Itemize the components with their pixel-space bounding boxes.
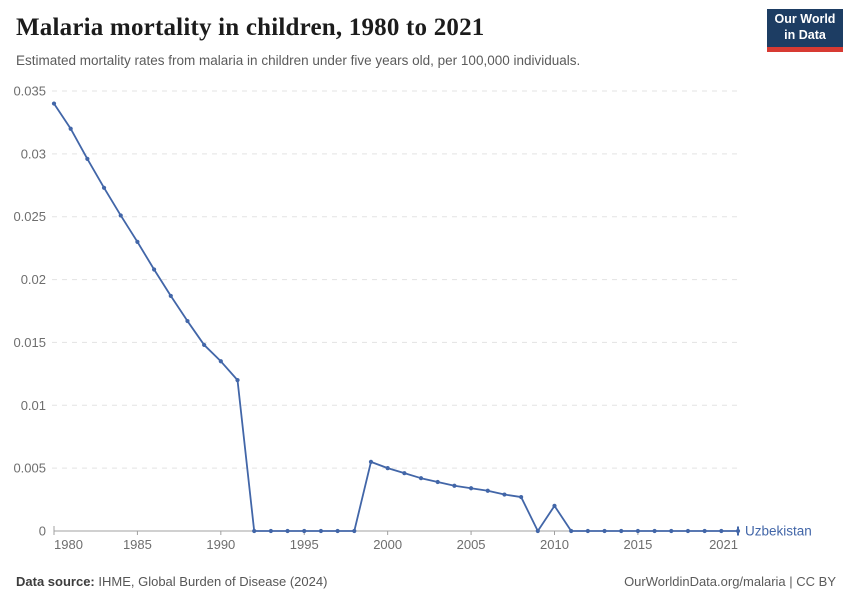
data-point[interactable] xyxy=(569,528,574,534)
owid-logo-line2: in Data xyxy=(784,28,826,42)
data-point[interactable] xyxy=(385,466,390,471)
y-tick-label: 0.01 xyxy=(21,398,46,413)
data-point[interactable] xyxy=(51,101,57,106)
chart-footer: Data source: IHME, Global Burden of Dise… xyxy=(16,574,836,589)
x-tick-label: 1985 xyxy=(123,537,152,552)
y-tick-label: 0.035 xyxy=(13,84,46,99)
x-tick-label: 1990 xyxy=(206,537,235,552)
data-point[interactable] xyxy=(552,503,557,508)
data-point[interactable] xyxy=(151,267,157,272)
data-point[interactable] xyxy=(335,528,340,534)
x-tick-label: 2021 xyxy=(709,537,738,552)
data-point[interactable] xyxy=(318,528,324,534)
data-point[interactable] xyxy=(268,528,273,534)
data-point[interactable] xyxy=(535,528,540,534)
y-tick-label: 0 xyxy=(39,524,46,539)
y-tick-label: 0.015 xyxy=(13,335,46,350)
y-tick-label: 0.025 xyxy=(13,209,46,224)
data-point[interactable] xyxy=(502,492,507,497)
series-label-uzbekistan[interactable]: Uzbekistan xyxy=(745,524,812,539)
data-point[interactable] xyxy=(85,156,90,161)
data-point[interactable] xyxy=(252,528,257,534)
data-point[interactable] xyxy=(635,528,641,534)
data-point[interactable] xyxy=(652,528,657,534)
x-tick-label: 2015 xyxy=(623,537,652,552)
data-point[interactable] xyxy=(352,528,357,534)
data-point[interactable] xyxy=(218,359,223,364)
data-point[interactable] xyxy=(719,528,724,534)
data-point[interactable] xyxy=(669,528,674,534)
data-point[interactable] xyxy=(452,483,457,488)
data-point[interactable] xyxy=(402,471,407,476)
x-tick-label: 1980 xyxy=(54,537,83,552)
x-tick-label: 2010 xyxy=(540,537,569,552)
page-title: Malaria mortality in children, 1980 to 2… xyxy=(16,14,485,41)
data-source-label: Data source: xyxy=(16,574,95,589)
data-point[interactable] xyxy=(435,479,440,485)
data-point[interactable] xyxy=(185,318,190,324)
data-point[interactable] xyxy=(168,293,173,299)
owid-logo-line1: Our World xyxy=(774,12,836,27)
data-point[interactable] xyxy=(285,528,290,534)
data-point[interactable] xyxy=(135,239,140,244)
data-point[interactable] xyxy=(468,486,474,491)
data-point[interactable] xyxy=(485,488,490,493)
y-tick-label: 0.005 xyxy=(13,461,46,476)
data-point[interactable] xyxy=(235,378,240,383)
data-point[interactable] xyxy=(685,528,691,534)
data-point[interactable] xyxy=(368,459,374,464)
uzbekistan-line[interactable] xyxy=(53,103,738,532)
data-point[interactable] xyxy=(519,494,524,500)
data-point[interactable] xyxy=(619,528,624,534)
credit-link[interactable]: OurWorldinData.org/malaria | CC BY xyxy=(624,574,836,589)
chart-subtitle: Estimated mortality rates from malaria i… xyxy=(16,53,581,68)
data-point[interactable] xyxy=(602,528,607,534)
x-tick-label: 2000 xyxy=(373,537,402,552)
data-point[interactable] xyxy=(202,342,207,348)
y-tick-label: 0.03 xyxy=(21,146,46,161)
owid-logo[interactable]: Our World in Data xyxy=(767,9,843,52)
data-point[interactable] xyxy=(585,528,590,534)
data-point[interactable] xyxy=(101,185,107,190)
data-point[interactable] xyxy=(302,528,307,534)
data-point[interactable] xyxy=(418,476,424,481)
data-point[interactable] xyxy=(702,528,707,534)
data-point[interactable] xyxy=(118,213,123,218)
data-source: Data source: IHME, Global Burden of Dise… xyxy=(16,574,327,589)
x-tick-label: 1995 xyxy=(290,537,319,552)
data-source-text: IHME, Global Burden of Disease (2024) xyxy=(94,574,328,589)
y-tick-label: 0.02 xyxy=(21,272,46,287)
data-point[interactable] xyxy=(68,126,73,131)
x-tick-label: 2005 xyxy=(457,537,486,552)
